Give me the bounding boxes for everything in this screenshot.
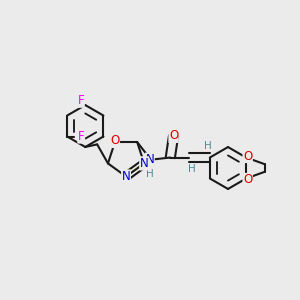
Text: H: H bbox=[205, 141, 212, 151]
Text: H: H bbox=[188, 164, 196, 174]
Text: N: N bbox=[122, 170, 130, 183]
Text: N: N bbox=[146, 153, 154, 166]
Text: N: N bbox=[140, 157, 148, 170]
Text: O: O bbox=[243, 173, 252, 187]
Text: F: F bbox=[78, 130, 85, 143]
Text: O: O bbox=[243, 149, 252, 163]
Text: O: O bbox=[110, 134, 119, 147]
Text: H: H bbox=[146, 169, 154, 179]
Text: F: F bbox=[78, 94, 84, 107]
Text: O: O bbox=[169, 129, 178, 142]
